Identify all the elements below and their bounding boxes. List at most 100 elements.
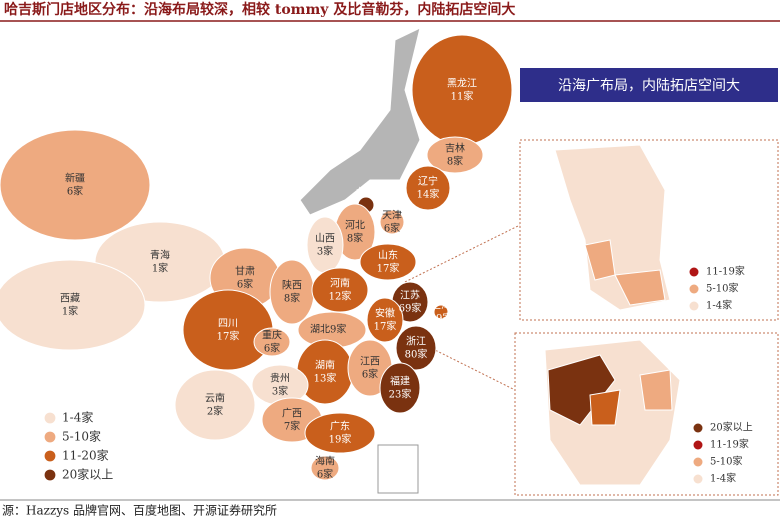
legend-label: 11-19家 [710, 438, 749, 451]
province-count: 6家 [264, 342, 280, 355]
legend-swatch [693, 457, 703, 467]
province-name: 河南 [330, 277, 350, 290]
province-name: 安徽 [375, 307, 395, 320]
legend-label: 1-4家 [710, 472, 736, 485]
province-name: 天津 [382, 210, 402, 222]
inset-map [589, 389, 621, 426]
province-shape [395, 325, 437, 371]
legend-swatch [44, 412, 56, 424]
province-name: 陕西 [282, 279, 302, 292]
inset-box [519, 139, 779, 321]
banner-box [520, 68, 778, 102]
province-count: 6家 [237, 278, 253, 291]
province-count: 11家 [451, 90, 474, 103]
province-name: 吉林 [445, 142, 465, 155]
connector [424, 344, 516, 391]
province-count: 13家 [314, 372, 337, 385]
province-name: 山东 [378, 249, 398, 262]
province-count: 6家 [384, 222, 400, 235]
province-name: 上海 [431, 299, 451, 312]
legend-label: 11-19家 [706, 265, 745, 278]
province-shape [359, 243, 417, 281]
province-count: 1家 [62, 305, 78, 318]
province-shape [182, 289, 274, 371]
legend-swatch [689, 284, 699, 294]
province-name: 河北 [345, 220, 365, 232]
province-shape [379, 209, 405, 235]
legend-swatch [44, 469, 56, 481]
province-name: 浙江 [406, 336, 426, 348]
province-name: 江西 [360, 356, 380, 368]
inset-map [554, 144, 671, 311]
province-name: 四川 [218, 319, 238, 330]
province-shape [269, 259, 315, 325]
province-name: 重庆 [262, 329, 282, 342]
inset-legend: 20家以上 11-19家 5-10家 1-4家 [693, 421, 753, 485]
province-count: 19家 [329, 433, 352, 446]
title: 哈吉斯门店地区分布：沿海布局较深，相较 tommy 及比音勒芬，内陆拓店空间大 [4, 1, 515, 18]
province-name: 广东 [330, 420, 350, 433]
province-name: 山西 [315, 233, 335, 245]
province-name: 黑龙江 [447, 77, 477, 90]
legend-label: 1-4家 [706, 299, 732, 312]
province-count: 17家 [377, 262, 400, 275]
legend-label: 20家以上 [710, 421, 753, 434]
province-name: 云南 [205, 392, 225, 405]
province-count: 6家 [317, 468, 333, 481]
province-name: 海南 [315, 455, 335, 468]
inset-map [614, 269, 666, 306]
province-name: 湖北 [310, 324, 330, 336]
province-shape [405, 165, 451, 211]
province-count: 17家 [217, 330, 240, 343]
source: 源：Hazzys 品牌官网、百度地图、开源证券研究所 [2, 503, 277, 518]
legend-label: 1-4家 [62, 410, 93, 425]
province-count: 3家 [317, 245, 333, 258]
province-name: 贵州 [270, 372, 290, 385]
province-shape [174, 369, 256, 441]
province-count: 8家 [347, 232, 363, 245]
south-sea-box [377, 444, 419, 494]
province-name: 福建 [390, 375, 410, 388]
connector [404, 224, 521, 283]
province-count: 1家 [152, 262, 168, 275]
legend-label: 5-10家 [706, 282, 738, 295]
province-count: 7家 [284, 420, 300, 433]
legend-swatch [44, 431, 56, 443]
legend-label: 5-10家 [710, 455, 742, 468]
province-shape [253, 327, 291, 357]
province-name: 江苏 [400, 289, 420, 302]
province-shape [366, 297, 404, 343]
province-count: 17家 [374, 320, 397, 333]
province-count: 12家 [329, 290, 352, 303]
province-shape [379, 362, 421, 414]
province-shape [426, 136, 484, 174]
province-name: 甘肃 [235, 265, 255, 278]
legend-label: 11-20家 [62, 448, 109, 463]
legend-label: 20家以上 [62, 467, 113, 482]
province-count: 8家 [447, 155, 463, 168]
province-name: 西藏 [60, 293, 80, 305]
province-count: 23家 [389, 388, 412, 401]
province-shape [0, 129, 151, 241]
province-count: 3家 [272, 385, 288, 398]
province-name: 青海 [150, 249, 170, 262]
legend-swatch [44, 450, 56, 462]
province-count: 19家 [430, 312, 453, 325]
province-count: 6家 [67, 185, 83, 198]
banner-text: 沿海广布局，内陆拓店空间大 [558, 78, 740, 94]
region-gray [299, 27, 421, 216]
legend-label: 5-10家 [62, 429, 101, 444]
province-name: 北京 [356, 186, 376, 199]
inset-box [514, 332, 779, 496]
province-count: 2家 [207, 405, 223, 418]
province-count: 69家 [399, 302, 422, 315]
legend-swatch [689, 267, 699, 277]
province-count: 80家 [405, 348, 428, 361]
province-count: 6家 [362, 368, 378, 381]
province-name: 辽宁 [418, 175, 438, 188]
province-shape [411, 34, 513, 146]
province-name: 新疆 [65, 172, 85, 185]
